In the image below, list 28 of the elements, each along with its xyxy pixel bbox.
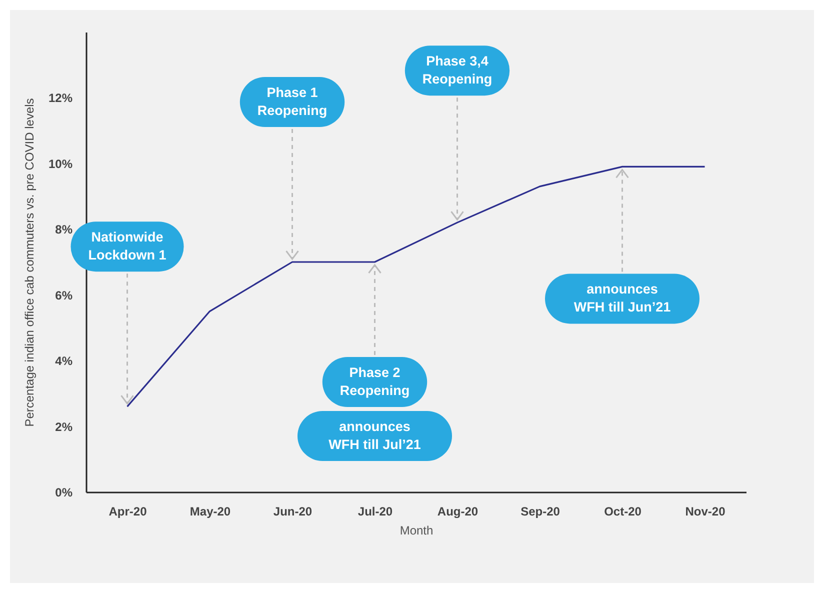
y-tick-label: 10%	[48, 156, 73, 171]
annotation: announces WFH till Jul’21	[328, 418, 422, 452]
x-tick-label: Jul-20	[358, 504, 393, 518]
rounded-box: announces WFH till Jul’21	[298, 411, 452, 461]
x-tick-label: Nov-20	[685, 504, 726, 518]
x-tick-label: Aug-20	[437, 504, 478, 518]
arrow-callout: Phase 1 Reopening	[240, 77, 345, 260]
annotation: Nationwide Lockdown 1	[88, 229, 167, 262]
x-tick-label: May-20	[190, 504, 231, 518]
y-tick-label: 2%	[55, 420, 73, 434]
y-tick-label: 8%	[55, 222, 73, 237]
arrow-callout: Phase 3,4 Reopening	[404, 46, 510, 221]
arrow-callout: Phase 2 Reopening	[322, 264, 428, 407]
x-tick-label: Oct-20	[604, 504, 642, 518]
annotation: Phase 3,4 Reopening	[422, 53, 492, 86]
annotation: Phase 1 Reopening	[257, 84, 328, 118]
x-axis-title: Month	[400, 524, 434, 538]
arrow-callout: announces WFH till Jun’21	[545, 168, 700, 324]
x-tick-label: Jun-20	[273, 504, 312, 518]
y-tick-label: 6%	[55, 288, 73, 302]
annotation: announces WFH till Jun’21	[574, 281, 672, 314]
y-tick-label: 4%	[55, 354, 73, 368]
annotation: Phase 2 Reopening	[340, 364, 410, 398]
x-tick-label: Sep-20	[520, 504, 560, 518]
y-axis-title: Percentage indian office cab commuters vs. pre COVID levels	[22, 98, 36, 427]
y-tick-label: 0%	[55, 486, 73, 500]
y-tick-label: 12%	[48, 91, 73, 106]
x-tick-label: Apr-20	[108, 504, 148, 518]
